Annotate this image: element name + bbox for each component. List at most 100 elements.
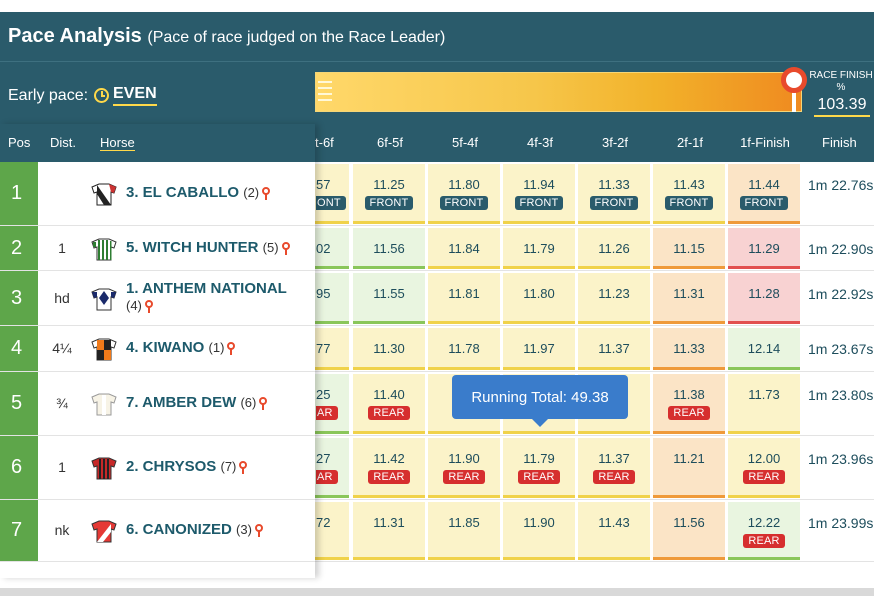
section-cell[interactable]: 11.21 [653, 438, 725, 498]
map-pin-icon[interactable] [227, 342, 236, 355]
section-cell[interactable]: 02 [315, 228, 349, 269]
horse-name[interactable]: 5. WITCH HUNTER (5) [126, 239, 290, 256]
map-pin-icon[interactable] [239, 461, 248, 474]
pace-marker-icon[interactable] [781, 67, 807, 93]
section-cell[interactable]: 11.80 FRONT [428, 164, 500, 224]
map-pin-icon[interactable] [259, 397, 268, 410]
clock-icon [94, 88, 110, 103]
horse-name[interactable]: 3. EL CABALLO (2) [126, 184, 271, 201]
horse-row[interactable]: 3 hd 1. ANTHEM NATIONAL (4) [0, 271, 315, 326]
section-cell[interactable]: 11.78 [428, 328, 500, 370]
section-cell[interactable]: 11.37 [578, 328, 650, 370]
horse-name[interactable]: 1. ANTHEM NATIONAL (4) [126, 279, 287, 313]
section-time: 11.84 [448, 241, 480, 256]
section-time: 11.43 [673, 177, 705, 192]
col-horse[interactable]: Horse [100, 135, 135, 151]
section-cell[interactable]: 11.73 [728, 374, 800, 434]
section-cell[interactable]: 11.40 REAR [353, 374, 425, 434]
horse-row[interactable]: 4 4¼ 4. KIWANO (1) [0, 326, 315, 372]
section-cell[interactable]: 11.80 [503, 273, 575, 324]
section-cell[interactable]: 12.22 REAR [728, 502, 800, 560]
section-cell[interactable]: 11.43 FRONT [653, 164, 725, 224]
section-cell[interactable]: 11.23 [578, 273, 650, 324]
horse-name[interactable]: 4. KIWANO (1) [126, 339, 236, 356]
section-cell[interactable]: 11.79 REAR [503, 438, 575, 498]
section-cell[interactable]: 11.25 FRONT [353, 164, 425, 224]
section-cell[interactable]: 11.56 [353, 228, 425, 269]
title-subtitle: (Pace of race judged on the Race Leader) [147, 29, 446, 46]
section-cell[interactable]: 11.43 [578, 502, 650, 560]
section-cell[interactable]: 95 [315, 273, 349, 324]
section-cell[interactable]: 11.28 [728, 273, 800, 324]
section-cell[interactable]: 57 ONT [315, 164, 349, 224]
cell-stripe [728, 221, 800, 224]
table-row: 77 11.30 11.78 11.97 11.37 11.33 12.14 1m 23.67… [0, 326, 874, 372]
horse-row[interactable]: 1 3. EL CABALLO (2) [0, 162, 315, 226]
section-time: 11.33 [598, 177, 630, 192]
section-time: 77 [316, 341, 331, 356]
section-cell[interactable]: 11.85 [428, 502, 500, 560]
cell-stripe [428, 266, 500, 269]
cell-stripe [503, 367, 575, 370]
map-pin-icon[interactable] [254, 524, 263, 537]
section-cell[interactable]: 11.56 [653, 502, 725, 560]
horse-name[interactable]: 7. AMBER DEW (6) [126, 394, 268, 411]
distance: nk [54, 522, 70, 538]
section-cell[interactable]: 11.33 FRONT [578, 164, 650, 224]
section-cell[interactable]: 11.97 [503, 328, 575, 370]
section-cell[interactable]: 72 [315, 502, 349, 560]
section-cell[interactable]: 11.44 FRONT [728, 164, 800, 224]
cell-stripe [353, 557, 425, 560]
rear-badge: REAR [668, 406, 710, 420]
map-pin-icon[interactable] [144, 299, 153, 313]
section-cell[interactable]: 11.90 REAR [428, 438, 500, 498]
map-pin-icon[interactable] [262, 187, 271, 200]
horse-name[interactable]: 2. CHRYSOS (7) [126, 458, 248, 475]
section-cell[interactable]: 11.33 [653, 328, 725, 370]
section-cell[interactable]: 11.81 [428, 273, 500, 324]
section-cell[interactable]: 11.26 [578, 228, 650, 269]
section-cell[interactable]: 11.30 [353, 328, 425, 370]
section-cell[interactable]: 77 [315, 328, 349, 370]
section-cell[interactable]: 11.31 [353, 502, 425, 560]
cell-stripe [353, 367, 425, 370]
map-pin-icon[interactable] [281, 241, 290, 255]
section-cell[interactable]: 11.31 [653, 273, 725, 324]
cell-stripe [353, 495, 425, 498]
section-cell[interactable]: 11.29 [728, 228, 800, 269]
distance: ¾ [56, 395, 68, 411]
race-finish-label: RACE FINISH % [809, 70, 873, 93]
horse-row[interactable]: 7 nk 6. CANONIZED (3) [0, 500, 315, 562]
section-cell[interactable]: 11.38 REAR [653, 374, 725, 434]
section-cell[interactable]: 11.42 REAR [353, 438, 425, 498]
section-cell[interactable]: 11.15 [653, 228, 725, 269]
finish-time: 1m 23.67s [808, 341, 874, 357]
section-cell[interactable]: 25 AR [315, 374, 349, 434]
horse-name[interactable]: 6. CANONIZED (3) [126, 521, 263, 538]
section-cell[interactable]: 12.14 [728, 328, 800, 370]
cell-stripe [578, 495, 650, 498]
section-cell[interactable]: 27 AR [315, 438, 349, 498]
section-cell[interactable]: 11.84 [428, 228, 500, 269]
horse-row[interactable]: 6 1 2. CHRYSOS (7) [0, 436, 315, 500]
finish-time: 1m 23.96s [808, 451, 874, 467]
cell-stripe [653, 367, 725, 370]
pace-bar-ticks [318, 81, 332, 105]
cell-stripe [578, 431, 650, 434]
section-cell[interactable]: 11.37 REAR [578, 438, 650, 498]
section-cell[interactable]: 11.79 [503, 228, 575, 269]
finish-time: 1m 22.90s [808, 241, 874, 257]
section-time: 11.44 [748, 177, 780, 192]
horse-row[interactable]: 2 1 5. WITCH HUNTER (5) [0, 226, 315, 271]
pace-bar [315, 72, 802, 112]
section-time: 11.97 [523, 341, 555, 356]
section-time: 11.31 [373, 515, 405, 530]
cell-stripe [315, 221, 349, 224]
section-cell[interactable]: 11.90 [503, 502, 575, 560]
section-cell[interactable]: 11.55 [353, 273, 425, 324]
section-cell[interactable]: 11.94 FRONT [503, 164, 575, 224]
early-pace-value[interactable]: EVEN [113, 85, 157, 106]
horse-row[interactable]: 5 ¾ 7. AMBER DEW (6) [0, 372, 315, 436]
section-cell[interactable]: 12.00 REAR [728, 438, 800, 498]
distance: 4¼ [52, 340, 72, 356]
